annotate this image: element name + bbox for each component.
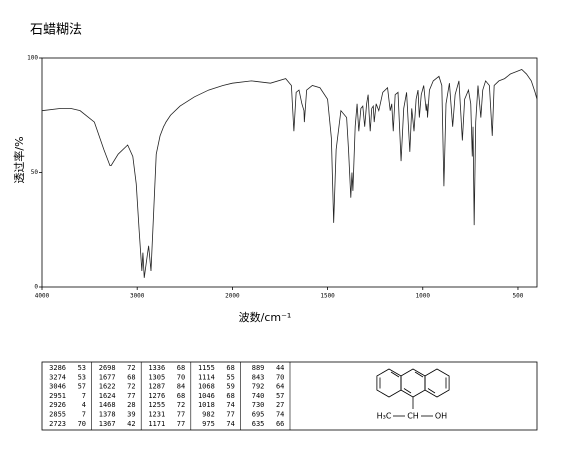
table-cell: 44 [276,364,284,372]
x-tick-label: 3000 [130,293,145,300]
table-cell: 66 [276,420,284,428]
table-cell: 42 [127,420,135,428]
table-cell: 68 [177,364,185,372]
table-cell: 2951 [49,392,66,400]
table-cell: 70 [78,420,86,428]
table-cell: 1018 [198,401,215,409]
y-tick-label: 0 [34,284,38,291]
table-cell: 730 [252,401,265,409]
table-cell: 4 [82,401,86,409]
table-cell: 982 [202,411,215,419]
table-cell: 74 [226,420,234,428]
table-cell: 843 [252,373,265,381]
table-cell: 72 [127,383,135,391]
table-cell: 1276 [148,392,165,400]
table-cell: 77 [177,420,185,428]
table-cell: 2698 [99,364,116,372]
table-cell: 1305 [148,373,165,381]
table-cell: 68 [226,392,234,400]
table-cell: 1468 [99,401,116,409]
table-cell: 1622 [99,383,116,391]
table-cell: 1624 [99,392,116,400]
structure-label: H₃C [377,412,392,421]
table-cell: 695 [252,411,265,419]
table-cell: 3286 [49,364,66,372]
structure-label: CH [407,412,419,421]
table-cell: 68 [127,373,135,381]
plot-frame [41,57,538,288]
table-cell: 1171 [148,420,165,428]
table-cell: 72 [127,364,135,372]
chart-title: 石蜡糊法 [30,22,82,38]
table-cell: 72 [177,401,185,409]
spectrum-line [41,68,538,278]
x-tick-label: 1500 [320,293,335,300]
table-cell: 1231 [148,411,165,419]
y-tick-label: 50 [31,169,39,176]
y-tick-label: 100 [27,55,38,62]
table-cell: 975 [202,420,215,428]
table-cell: 70 [177,373,185,381]
table-cell: 39 [127,411,135,419]
table-cell: 1155 [198,364,215,372]
table-cell: 53 [78,373,86,381]
table-cell: 77 [226,411,234,419]
x-tick-label: 2000 [225,293,240,300]
table-cell: 889 [252,364,265,372]
table-cell: 84 [177,383,185,391]
x-tick-label: 500 [513,293,524,300]
table-cell: 1046 [198,392,215,400]
table-cell: 3274 [49,373,66,381]
table-cell: 2926 [49,401,66,409]
table-cell: 1367 [99,420,116,428]
table-cell: 1336 [148,364,165,372]
table-cell: 635 [252,420,265,428]
table-cell: 2855 [49,411,66,419]
table-cell: 3046 [49,383,66,391]
table-cell: 68 [226,364,234,372]
table-cell: 74 [276,411,284,419]
table-cell: 1068 [198,383,215,391]
table-cell: 70 [276,373,284,381]
table-cell: 1378 [99,411,116,419]
table-cell: 7 [82,392,86,400]
table-cell: 792 [252,383,265,391]
x-tick-label: 4000 [35,293,50,300]
table-cell: 28 [127,401,135,409]
table-cell: 57 [276,392,284,400]
table-cell: 64 [276,383,284,391]
table-frame [41,361,538,431]
table-cell: 77 [127,392,135,400]
table-cell: 1255 [148,401,165,409]
table-cell: 53 [78,364,86,372]
table-cell: 1114 [198,373,215,381]
x-tick-label: 1000 [416,293,431,300]
table-cell: 2723 [49,420,66,428]
table-cell: 68 [177,392,185,400]
table-cell: 1677 [99,373,116,381]
structure-label: OH [435,412,447,421]
x-axis-label: 波数/cm⁻¹ [239,311,292,324]
table-cell: 7 [82,411,86,419]
table-cell: 27 [276,401,284,409]
table-cell: 55 [226,373,234,381]
table-cell: 1287 [148,383,165,391]
table-cell: 74 [226,401,234,409]
table-cell: 740 [252,392,265,400]
table-cell: 77 [177,411,185,419]
table-cell: 59 [226,383,234,391]
structure [376,368,450,417]
table-cell: 57 [78,383,86,391]
y-axis-label: 透过率/% [12,136,26,183]
